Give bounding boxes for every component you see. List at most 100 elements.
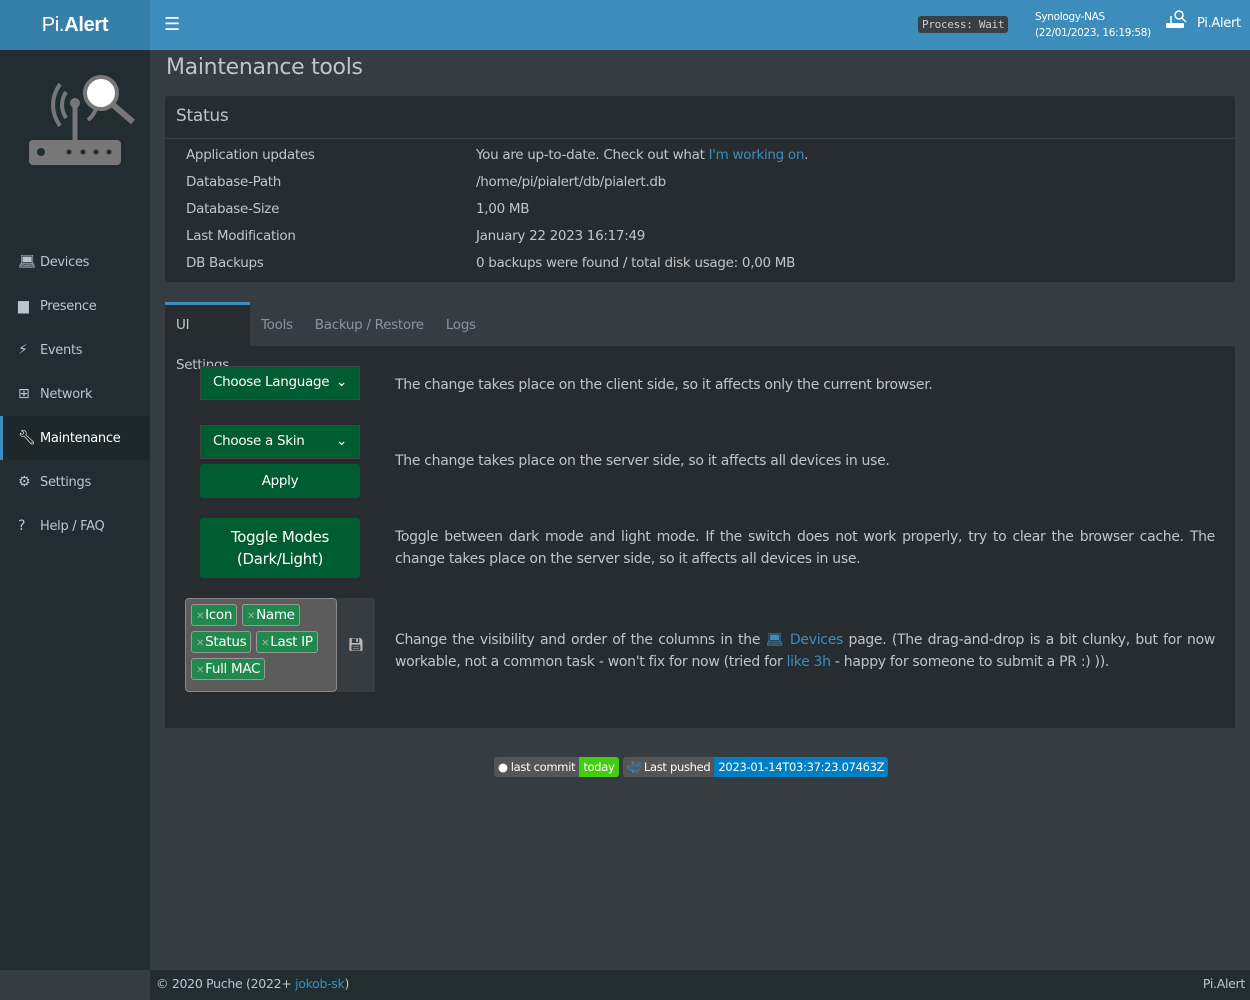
laptop-icon: 💻︎: [765, 632, 790, 648]
sidebar-item-help[interactable]: ? Help / FAQ: [0, 504, 150, 548]
columns-description: Change the visibility and order of the c…: [395, 629, 1215, 673]
calendar-icon: ▆: [18, 298, 29, 314]
remove-icon[interactable]: ✕: [261, 638, 270, 649]
language-description: The change takes place on the client sid…: [395, 377, 933, 393]
remove-icon[interactable]: ✕: [196, 638, 205, 649]
last-commit-badge[interactable]: ● last commit today: [494, 757, 619, 777]
sidebar-item-label: Devices: [40, 254, 90, 270]
tab-ui-settings[interactable]: UI Settings: [165, 302, 250, 373]
status-value: 0 backups were found / total disk usage:…: [476, 254, 796, 271]
column-tag[interactable]: ✕Status: [191, 631, 252, 653]
badge-left: ● last commit: [494, 757, 580, 777]
toggle-description: Toggle between dark mode and light mode.…: [395, 529, 1215, 567]
badge-value: today: [579, 757, 619, 777]
apply-button[interactable]: Apply: [200, 464, 360, 498]
sidebar-nav: 💻︎ Devices ▆ Presence ⚡︎ Events ⊞ Network 🔧︎…: [0, 240, 150, 548]
sidebar-item-devices[interactable]: 💻︎ Devices: [0, 240, 150, 284]
column-tag-label: Status: [205, 634, 247, 650]
brand-suffix: Alert: [64, 14, 109, 36]
save-columns-button[interactable]: 💾︎: [337, 598, 375, 692]
badge-left: 🐳︎ Last pushed: [622, 757, 715, 777]
status-row: Database-Size 1,00 MB: [165, 195, 1235, 222]
status-value-text: You are up-to-date. Check out what: [476, 146, 709, 163]
pialert-logo-icon: [29, 75, 135, 165]
status-key: DB Backups: [186, 254, 264, 271]
badges: ● last commit today 🐳︎ Last pushed 2023-01-1…: [494, 757, 889, 777]
last-pushed-badge[interactable]: 🐳︎ Last pushed 2023-01-14T03:37:23.07463Z: [622, 757, 889, 777]
column-tag[interactable]: ✕Icon: [191, 604, 238, 626]
status-row: DB Backups 0 backups were found / total d…: [165, 249, 1235, 276]
gear-icon: ⚙: [18, 474, 31, 490]
status-row: Database-Path/home/pi/pialert/db/pialert…: [165, 168, 1235, 195]
badge-label: Last pushed: [643, 760, 711, 774]
host-datetime: (22/01/2023, 16:19:58): [1035, 27, 1151, 39]
columns-select[interactable]: ✕Icon ✕Name ✕Status ✕Last IP ✕Full MAC: [185, 598, 337, 692]
footer-brand: Pi.Alert: [1202, 976, 1245, 991]
sidebar-item-presence[interactable]: ▆ Presence: [0, 284, 150, 328]
sidebar-item-settings[interactable]: ⚙ Settings: [0, 460, 150, 504]
page-title: Maintenance tools: [166, 55, 363, 80]
sidebar: 💻︎ Devices ▆ Presence ⚡︎ Events ⊞ Network 🔧︎…: [0, 50, 150, 970]
column-tag[interactable]: ✕Full MAC: [191, 658, 266, 680]
sitemap-icon: ⊞: [18, 386, 30, 402]
skin-select[interactable]: Choose a Skin ⌄: [200, 425, 360, 459]
devices-link-label: Devices: [789, 632, 843, 648]
language-select[interactable]: Choose Language ⌄: [200, 366, 360, 400]
bolt-icon: ⚡︎: [18, 342, 28, 358]
sidebar-item-network[interactable]: ⊞ Network: [0, 372, 150, 416]
tab-logs[interactable]: Logs: [445, 317, 476, 333]
sidebar-item-label: Presence: [40, 298, 97, 314]
process-status: Process: Wait: [918, 16, 1009, 33]
remove-icon[interactable]: ✕: [246, 611, 256, 622]
toggle-modes-button[interactable]: Toggle Modes (Dark/Light): [200, 518, 360, 578]
menu-toggle-icon[interactable]: ☰: [164, 14, 180, 35]
remove-icon[interactable]: ✕: [196, 665, 205, 676]
columns-desc-text: Change the visibility and order of the c…: [395, 632, 766, 648]
like-3h-link[interactable]: like 3h: [786, 654, 831, 670]
status-box: Status Application updates You are up-to-…: [165, 96, 1235, 282]
status-row: Last Modification January 22 2023 16:17:4…: [165, 222, 1235, 249]
chevron-down-icon: ⌄: [335, 433, 347, 449]
footer: © 2020 Puche (2022+ jokob-sk) Pi.Alert: [150, 970, 1250, 1000]
tab-tools[interactable]: Tools: [261, 317, 293, 333]
host-info: Synology-NAS (22/01/2023, 16:19:58): [1035, 9, 1151, 41]
author-link[interactable]: jokob-sk: [295, 976, 345, 991]
devices-link[interactable]: 💻︎ Devices: [765, 632, 844, 648]
skin-description: The change takes place on the server sid…: [395, 453, 890, 469]
columns-desc-text: - happy for someone to submit a PR :) ))…: [830, 654, 1110, 670]
sidebar-item-label: Settings: [40, 474, 91, 490]
footer-close: ): [344, 976, 350, 991]
column-tag-label: Icon: [205, 607, 233, 623]
column-tag[interactable]: ✕Last IP: [256, 631, 318, 653]
maintenance-tabs: UI Settings Tools Backup / Restore Logs …: [165, 302, 1235, 728]
status-key: Database-Path: [186, 173, 282, 190]
brand-prefix: Pi.: [41, 14, 65, 36]
badge-value: 2023-01-14T03:37:23.07463Z: [714, 757, 889, 777]
tab-backup-restore[interactable]: Backup / Restore: [314, 317, 424, 333]
laptop-icon: 💻︎: [18, 254, 36, 270]
host-name: Synology-NAS: [1035, 11, 1105, 23]
sidebar-item-label: Maintenance: [40, 430, 121, 446]
status-key: Application updates: [186, 146, 315, 163]
status-value: You are up-to-date. Check out what I'm w…: [476, 147, 808, 163]
status-row: Application updates You are up-to-date. C…: [165, 141, 1235, 168]
status-value: /home/pi/pialert/db/pialert.db: [476, 173, 666, 190]
brand-logo[interactable]: Pi.Alert: [0, 0, 150, 50]
user-menu[interactable]: Pi.Alert: [1197, 16, 1241, 31]
github-icon: ●: [498, 760, 508, 774]
docker-icon: 🐳︎: [626, 760, 642, 774]
sidebar-item-events[interactable]: ⚡︎ Events: [0, 328, 150, 372]
sidebar-item-label: Help / FAQ: [40, 518, 105, 534]
status-key: Database-Size: [186, 200, 280, 217]
router-icon: [1166, 10, 1187, 28]
sidebar-item-maintenance[interactable]: 🔧︎ Maintenance: [0, 416, 150, 460]
working-on-link[interactable]: I'm working on: [708, 146, 805, 163]
chevron-down-icon: ⌄: [335, 374, 347, 390]
question-icon: ?: [18, 518, 26, 534]
tab-bar: UI Settings Tools Backup / Restore Logs: [165, 302, 1235, 373]
skin-select-label: Choose a Skin: [213, 433, 305, 449]
wrench-icon: 🔧︎: [18, 430, 36, 446]
language-select-label: Choose Language: [213, 374, 330, 390]
remove-icon[interactable]: ✕: [196, 611, 205, 622]
column-tag[interactable]: ✕Name: [241, 604, 300, 626]
